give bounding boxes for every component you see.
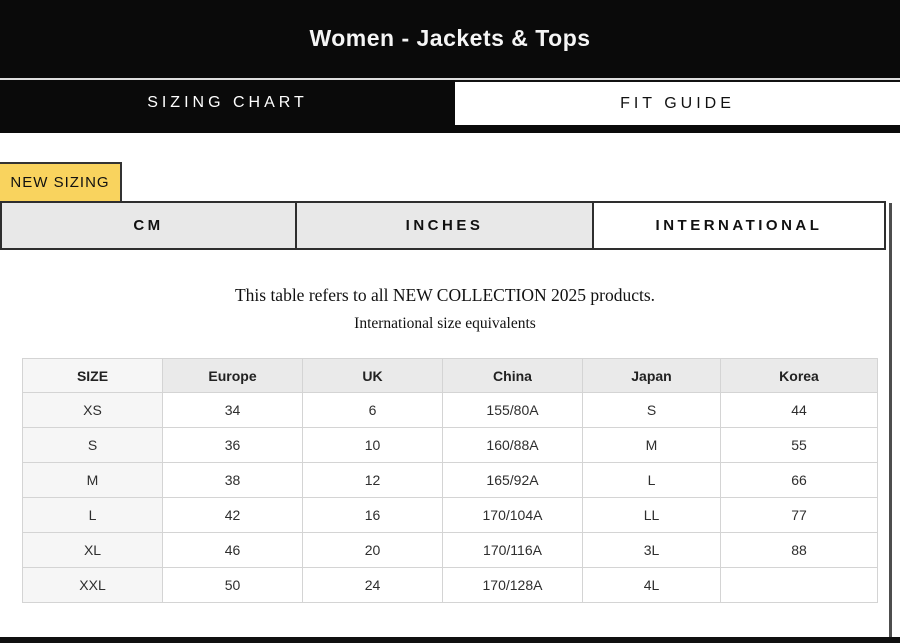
table-row: XS 34 6 155/80A S 44 xyxy=(22,392,878,428)
bottom-bar xyxy=(0,637,900,643)
panel-right-border xyxy=(889,203,892,637)
table-row: XL 46 20 170/116A 3L 88 xyxy=(22,532,878,568)
value-cell: S xyxy=(582,392,721,428)
value-cell: 42 xyxy=(162,497,303,533)
value-cell: 34 xyxy=(162,392,303,428)
value-cell: 155/80A xyxy=(442,392,583,428)
table-row: L 42 16 170/104A LL 77 xyxy=(22,497,878,533)
value-cell: 165/92A xyxy=(442,462,583,498)
column-header: Europe xyxy=(162,358,303,393)
value-cell: 20 xyxy=(302,532,443,568)
value-cell: 44 xyxy=(720,392,878,428)
unit-tab-bar: CM INCHES INTERNATIONAL xyxy=(0,201,886,250)
value-cell xyxy=(720,567,878,603)
unit-tab-international[interactable]: INTERNATIONAL xyxy=(592,201,886,250)
value-cell: 170/116A xyxy=(442,532,583,568)
new-sizing-badge[interactable]: NEW SIZING xyxy=(0,162,122,203)
table-subtitle: International size equivalents xyxy=(354,315,536,332)
value-cell: 170/128A xyxy=(442,567,583,603)
unit-tab-inches[interactable]: INCHES xyxy=(295,201,594,250)
column-header: Korea xyxy=(720,358,878,393)
table-row: SIZE Europe UK China Japan Korea xyxy=(22,358,878,393)
table-note: This table refers to all NEW COLLECTION … xyxy=(234,285,656,305)
value-cell: 38 xyxy=(162,462,303,498)
size-cell: L xyxy=(22,497,163,533)
app-header: Women - Jackets & Tops xyxy=(0,0,900,78)
tab-sizing-chart[interactable]: SIZING CHART xyxy=(0,80,455,125)
table-row: S 36 10 160/88A M 55 xyxy=(22,427,878,463)
value-cell: 3L xyxy=(582,532,721,568)
page-title: Women - Jackets & Tops xyxy=(309,25,591,51)
table-header-row: SIZE Europe UK China Japan Korea xyxy=(22,358,878,393)
tab-bottom-strip xyxy=(0,125,900,133)
value-cell: 50 xyxy=(162,567,303,603)
value-cell: 46 xyxy=(162,532,303,568)
tab-fit-guide[interactable]: FIT GUIDE xyxy=(455,80,900,125)
size-cell: XXL xyxy=(22,567,163,603)
value-cell: 66 xyxy=(720,462,878,498)
value-cell: 170/104A xyxy=(442,497,583,533)
size-cell: S xyxy=(22,427,163,463)
value-cell: 12 xyxy=(302,462,443,498)
value-cell: 77 xyxy=(720,497,878,533)
international-size-table: SIZE Europe UK China Japan Korea XS 34 6 155/80A… xyxy=(22,358,878,603)
value-cell: 36 xyxy=(162,427,303,463)
value-cell: 55 xyxy=(720,427,878,463)
value-cell: 24 xyxy=(302,567,443,603)
value-cell: LL xyxy=(582,497,721,533)
value-cell: 88 xyxy=(720,532,878,568)
value-cell: 160/88A xyxy=(442,427,583,463)
unit-tab-cm[interactable]: CM xyxy=(0,201,297,250)
column-header: China xyxy=(442,358,583,393)
column-header: SIZE xyxy=(22,358,163,393)
value-cell: 16 xyxy=(302,497,443,533)
table-row: M 38 12 165/92A L 66 xyxy=(22,462,878,498)
main-tab-bar: SIZING CHART FIT GUIDE xyxy=(0,80,900,125)
value-cell: 4L xyxy=(582,567,721,603)
table-row: XXL 50 24 170/128A 4L xyxy=(22,567,878,603)
size-cell: XL xyxy=(22,532,163,568)
value-cell: 6 xyxy=(302,392,443,428)
column-header: Japan xyxy=(582,358,721,393)
size-cell: M xyxy=(22,462,163,498)
header-divider xyxy=(0,78,900,80)
table-body: XS 34 6 155/80A S 44 S 36 10 160/88A M 55 M 38 12 165/9… xyxy=(22,392,878,603)
size-cell: XS xyxy=(22,392,163,428)
value-cell: 10 xyxy=(302,427,443,463)
value-cell: L xyxy=(582,462,721,498)
value-cell: M xyxy=(582,427,721,463)
column-header: UK xyxy=(302,358,443,393)
